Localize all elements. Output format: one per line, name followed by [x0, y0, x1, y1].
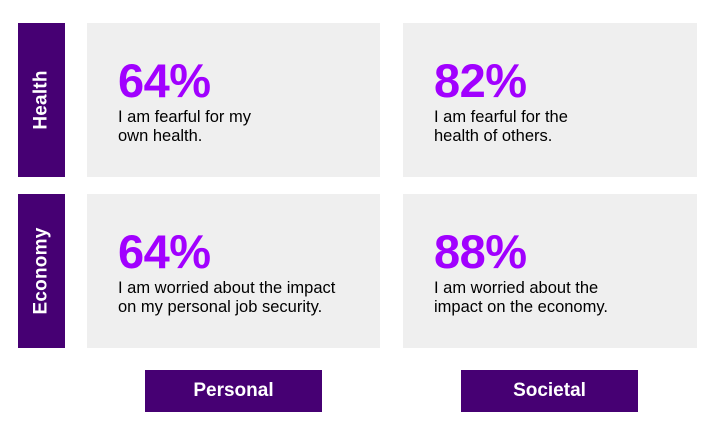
statement-health-personal: I am fearful for my own health.: [118, 108, 380, 146]
cell-health-societal: 82% I am fearful for the health of other…: [403, 23, 697, 177]
statement-health-societal: I am fearful for the health of others.: [434, 108, 697, 146]
cell-economy-personal: 64% I am worried about the impact on my …: [87, 194, 380, 348]
statement-line: I am fearful for my: [118, 108, 251, 126]
statement-line: I am worried about the: [434, 279, 599, 297]
statement-economy-societal: I am worried about the impact on the eco…: [434, 279, 697, 317]
column-label-personal: Personal: [145, 370, 322, 412]
row-label-health-text: Health: [30, 70, 52, 130]
statement-economy-personal: I am worried about the impact on my pers…: [118, 279, 380, 317]
percent-economy-societal: 88%: [434, 225, 527, 278]
percent-health-personal: 64%: [118, 54, 211, 107]
row-label-health: Health: [18, 23, 65, 177]
percent-economy-personal: 64%: [118, 225, 211, 278]
row-label-economy-text: Economy: [30, 227, 52, 315]
cell-health-personal: 64% I am fearful for my own health.: [87, 23, 380, 177]
column-label-societal: Societal: [461, 370, 638, 412]
statement-line: health of others.: [434, 127, 553, 145]
percent-health-societal: 82%: [434, 54, 527, 107]
statement-line: impact on the economy.: [434, 298, 608, 316]
statement-line: I am fearful for the: [434, 108, 568, 126]
statement-line: I am worried about the impact: [118, 279, 336, 297]
statement-line: on my personal job security.: [118, 298, 323, 316]
statement-line: own health.: [118, 127, 203, 145]
cell-economy-societal: 88% I am worried about the impact on the…: [403, 194, 697, 348]
row-label-economy: Economy: [18, 194, 65, 348]
